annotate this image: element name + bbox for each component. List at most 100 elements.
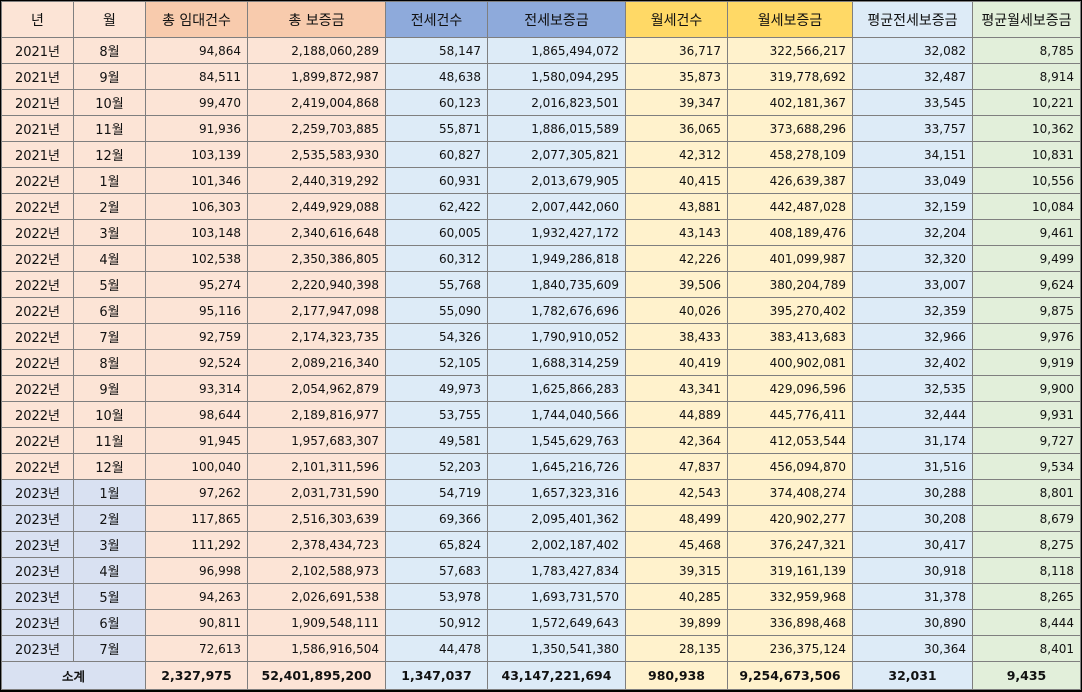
cell-jeonse-count: 55,768 xyxy=(385,271,488,298)
cell-total-deposit: 2,089,216,340 xyxy=(247,349,386,376)
cell-jeonse-deposit: 2,013,679,905 xyxy=(487,167,626,194)
cell-avg-jeonse-deposit: 33,049 xyxy=(852,167,973,194)
cell-jeonse-deposit: 1,744,040,566 xyxy=(487,401,626,428)
cell-avg-wolse-deposit: 10,362 xyxy=(972,115,1081,142)
cell-jeonse-deposit: 1,949,286,818 xyxy=(487,245,626,272)
cell-jeonse-deposit: 1,580,094,295 xyxy=(487,63,626,90)
table-row: 2021년 11월 91,936 2,259,703,885 55,871 1,886,0… xyxy=(1,115,1081,142)
cell-avg-wolse-deposit: 10,221 xyxy=(972,89,1081,116)
table-row: 2021년 9월 84,511 1,899,872,987 48,638 1,580,09… xyxy=(1,63,1081,90)
cell-wolse-count: 36,065 xyxy=(625,115,728,142)
cell-jeonse-deposit: 1,886,015,589 xyxy=(487,115,626,142)
cell-avg-jeonse-deposit: 33,757 xyxy=(852,115,973,142)
cell-wolse-deposit: 401,099,987 xyxy=(727,245,853,272)
table-row: 2023년 1월 97,262 2,031,731,590 54,719 1,657,32… xyxy=(1,479,1081,506)
cell-total-rental-count: 95,274 xyxy=(145,271,248,298)
cell-total-rental-count: 94,263 xyxy=(145,583,248,610)
table-row: 2023년 5월 94,263 2,026,691,538 53,978 1,693,73… xyxy=(1,583,1081,610)
total-avg-jeonse-deposit: 32,031 xyxy=(852,661,973,690)
table-row: 2022년 11월 91,945 1,957,683,307 49,581 1,545,6… xyxy=(1,427,1081,454)
table-row: 2022년 12월 100,040 2,101,311,596 52,203 1,645,… xyxy=(1,453,1081,480)
cell-wolse-count: 43,881 xyxy=(625,193,728,220)
total-wolse-count: 980,938 xyxy=(625,661,728,690)
cell-wolse-count: 48,499 xyxy=(625,505,728,532)
cell-total-rental-count: 95,116 xyxy=(145,297,248,324)
cell-jeonse-count: 60,931 xyxy=(385,167,488,194)
cell-jeonse-deposit: 1,840,735,609 xyxy=(487,271,626,298)
cell-jeonse-deposit: 1,625,866,283 xyxy=(487,375,626,402)
cell-avg-wolse-deposit: 8,785 xyxy=(972,37,1081,64)
cell-avg-jeonse-deposit: 30,417 xyxy=(852,531,973,558)
cell-jeonse-count: 54,719 xyxy=(385,479,488,506)
cell-total-rental-count: 96,998 xyxy=(145,557,248,584)
cell-avg-wolse-deposit: 8,401 xyxy=(972,635,1081,662)
cell-wolse-count: 45,468 xyxy=(625,531,728,558)
cell-jeonse-count: 49,973 xyxy=(385,375,488,402)
cell-avg-jeonse-deposit: 30,890 xyxy=(852,609,973,636)
cell-total-rental-count: 94,864 xyxy=(145,37,248,64)
total-jeonse-deposit: 43,147,221,694 xyxy=(487,661,626,690)
cell-avg-jeonse-deposit: 32,444 xyxy=(852,401,973,428)
table-row: 2023년 3월 111,292 2,378,434,723 65,824 2,002,1… xyxy=(1,531,1081,558)
cell-avg-jeonse-deposit: 31,378 xyxy=(852,583,973,610)
cell-total-deposit: 2,031,731,590 xyxy=(247,479,386,506)
cell-year: 2023년 xyxy=(1,583,74,610)
cell-wolse-deposit: 400,902,081 xyxy=(727,349,853,376)
cell-year: 2022년 xyxy=(1,375,74,402)
cell-jeonse-deposit: 1,932,427,172 xyxy=(487,219,626,246)
cell-total-deposit: 2,101,311,596 xyxy=(247,453,386,480)
table-row: 2022년 8월 92,524 2,089,216,340 52,105 1,688,31… xyxy=(1,349,1081,376)
cell-year: 2023년 xyxy=(1,505,74,532)
cell-wolse-count: 40,419 xyxy=(625,349,728,376)
cell-total-rental-count: 91,945 xyxy=(145,427,248,454)
table-row: 2022년 7월 92,759 2,174,323,735 54,326 1,790,91… xyxy=(1,323,1081,350)
cell-month: 1월 xyxy=(73,479,146,506)
cell-avg-jeonse-deposit: 32,487 xyxy=(852,63,973,90)
cell-total-deposit: 1,957,683,307 xyxy=(247,427,386,454)
cell-avg-jeonse-deposit: 34,151 xyxy=(852,141,973,168)
cell-avg-wolse-deposit: 9,534 xyxy=(972,453,1081,480)
cell-wolse-count: 42,364 xyxy=(625,427,728,454)
cell-month: 3월 xyxy=(73,219,146,246)
cell-year: 2023년 xyxy=(1,531,74,558)
table-row: 2022년 10월 98,644 2,189,816,977 53,755 1,744,0… xyxy=(1,401,1081,428)
cell-wolse-deposit: 442,487,028 xyxy=(727,193,853,220)
cell-avg-wolse-deposit: 9,976 xyxy=(972,323,1081,350)
header-wolse-deposit: 월세보증금 xyxy=(727,1,853,38)
cell-jeonse-count: 44,478 xyxy=(385,635,488,662)
cell-month: 12월 xyxy=(73,453,146,480)
cell-jeonse-count: 58,147 xyxy=(385,37,488,64)
cell-avg-wolse-deposit: 8,444 xyxy=(972,609,1081,636)
cell-jeonse-deposit: 1,783,427,834 xyxy=(487,557,626,584)
cell-total-rental-count: 103,139 xyxy=(145,141,248,168)
cell-wolse-deposit: 319,161,139 xyxy=(727,557,853,584)
cell-total-rental-count: 101,346 xyxy=(145,167,248,194)
total-avg-wolse-deposit: 9,435 xyxy=(972,661,1081,690)
cell-wolse-count: 47,837 xyxy=(625,453,728,480)
cell-wolse-deposit: 383,413,683 xyxy=(727,323,853,350)
cell-jeonse-count: 54,326 xyxy=(385,323,488,350)
cell-month: 6월 xyxy=(73,609,146,636)
cell-wolse-deposit: 429,096,596 xyxy=(727,375,853,402)
cell-total-deposit: 2,535,583,930 xyxy=(247,141,386,168)
cell-total-deposit: 2,188,060,289 xyxy=(247,37,386,64)
cell-jeonse-count: 60,312 xyxy=(385,245,488,272)
cell-avg-wolse-deposit: 9,919 xyxy=(972,349,1081,376)
cell-wolse-count: 39,506 xyxy=(625,271,728,298)
cell-wolse-deposit: 402,181,367 xyxy=(727,89,853,116)
cell-month: 9월 xyxy=(73,375,146,402)
header-jeonse-count: 전세건수 xyxy=(385,1,488,38)
cell-total-rental-count: 103,148 xyxy=(145,219,248,246)
cell-avg-wolse-deposit: 8,118 xyxy=(972,557,1081,584)
cell-total-rental-count: 91,936 xyxy=(145,115,248,142)
table-row: 2022년 9월 93,314 2,054,962,879 49,973 1,625,86… xyxy=(1,375,1081,402)
cell-wolse-deposit: 322,566,217 xyxy=(727,37,853,64)
cell-year: 2022년 xyxy=(1,453,74,480)
cell-jeonse-deposit: 1,572,649,643 xyxy=(487,609,626,636)
cell-month: 7월 xyxy=(73,635,146,662)
cell-avg-jeonse-deposit: 32,082 xyxy=(852,37,973,64)
cell-avg-jeonse-deposit: 32,966 xyxy=(852,323,973,350)
table-row: 2022년 4월 102,538 2,350,386,805 60,312 1,949,2… xyxy=(1,245,1081,272)
cell-month: 5월 xyxy=(73,583,146,610)
cell-wolse-count: 28,135 xyxy=(625,635,728,662)
